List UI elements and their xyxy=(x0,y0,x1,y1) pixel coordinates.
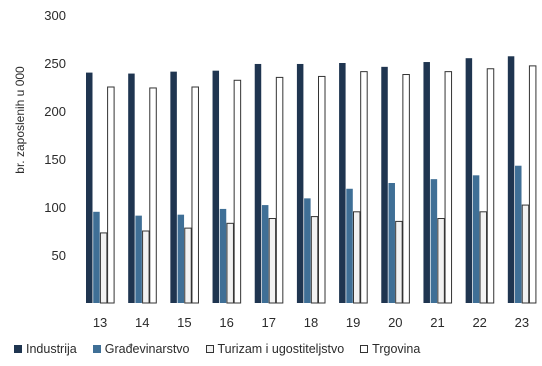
x-tick-label: 20 xyxy=(388,315,402,330)
bar-gra-evinarstvo-18 xyxy=(304,198,311,303)
bar-gra-evinarstvo-17 xyxy=(261,205,269,303)
x-tick-label: 15 xyxy=(177,315,191,330)
bar-turizam-i-ugostiteljstvo-13 xyxy=(99,232,108,304)
bar-gra-evinarstvo-13 xyxy=(93,211,100,303)
legend-swatch xyxy=(205,345,214,353)
legend-label: Turizam i ugostiteljstvo xyxy=(217,342,345,356)
bar-trgovina-23 xyxy=(528,65,537,304)
bar-industrija-16 xyxy=(212,70,220,304)
bar-trgovina-16 xyxy=(233,79,242,304)
bar-turizam-i-ugostiteljstvo-22 xyxy=(479,211,488,304)
legend-item: Industrija xyxy=(14,342,77,356)
bar-turizam-i-ugostiteljstvo-14 xyxy=(142,230,150,304)
bar-trgovina-14 xyxy=(149,87,157,304)
y-tick-label: 250 xyxy=(44,56,66,71)
legend-swatch xyxy=(92,345,101,353)
bar-gra-evinarstvo-23 xyxy=(515,165,522,303)
bar-trgovina-15 xyxy=(191,86,199,304)
x-tick-label: 16 xyxy=(219,315,233,330)
x-tick-label: 14 xyxy=(135,315,149,330)
bar-gra-evinarstvo-21 xyxy=(430,179,438,303)
bar-gra-evinarstvo-19 xyxy=(346,188,353,303)
bar-trgovina-21 xyxy=(444,71,453,304)
bar-gra-evinarstvo-15 xyxy=(177,214,185,303)
y-tick-label: 300 xyxy=(44,8,66,23)
bar-gra-evinarstvo-14 xyxy=(135,215,142,303)
bar-industrija-21 xyxy=(423,62,430,303)
bar-industrija-23 xyxy=(507,56,515,303)
legend: Industrija Građevinarstvo Turizam i ugosti… xyxy=(14,342,436,356)
bar-turizam-i-ugostiteljstvo-17 xyxy=(268,218,277,304)
x-tick-label: 18 xyxy=(304,315,318,330)
x-tick-label: 22 xyxy=(472,315,486,330)
legend-swatch xyxy=(14,345,22,353)
x-tick-label: 13 xyxy=(93,315,107,330)
bar-gra-evinarstvo-22 xyxy=(472,175,480,303)
bar-industrija-17 xyxy=(254,63,262,304)
bar-industrija-18 xyxy=(296,63,304,304)
x-tick-label: 23 xyxy=(515,315,529,330)
bar-trgovina-17 xyxy=(275,76,284,304)
bar-industrija-20 xyxy=(381,66,388,303)
legend-label: Građevinarstvo xyxy=(104,342,190,356)
legend-label: Industrija xyxy=(26,342,77,356)
bar-turizam-i-ugostiteljstvo-16 xyxy=(226,222,234,304)
y-tick-label: 50 xyxy=(52,248,66,263)
x-tick-label: 17 xyxy=(262,315,276,330)
bar-industrija-14 xyxy=(128,73,135,303)
bar-turizam-i-ugostiteljstvo-21 xyxy=(437,218,445,304)
bar-trgovina-22 xyxy=(486,68,495,304)
bar-turizam-i-ugostiteljstvo-20 xyxy=(395,220,403,304)
x-tick-label: 21 xyxy=(430,315,444,330)
bar-turizam-i-ugostiteljstvo-23 xyxy=(521,204,530,304)
y-tick-label: 200 xyxy=(44,104,66,119)
x-tick-label: 19 xyxy=(346,315,360,330)
bar-trgovina-13 xyxy=(107,86,115,304)
bar-gra-evinarstvo-20 xyxy=(388,183,395,303)
legend-label: Trgovina xyxy=(372,342,421,356)
bar-turizam-i-ugostiteljstvo-19 xyxy=(352,211,361,304)
legend-item: Turizam i ugostiteljstvo xyxy=(205,342,345,356)
bar-industrija-13 xyxy=(86,72,93,303)
bar-gra-evinarstvo-16 xyxy=(219,208,227,303)
y-axis-ticks: 50 100 150 200 250 300 xyxy=(44,8,66,263)
bar-chart: 50 100 150 200 250 300 13 14 15 16 17 18 19 20 21 22 23… xyxy=(13,8,537,330)
bar-trgovina-19 xyxy=(360,71,368,304)
y-axis-title: br. zaposlenih u 000 xyxy=(13,66,27,174)
legend-item: Građevinarstvo xyxy=(92,342,190,356)
bar-turizam-i-ugostiteljstvo-15 xyxy=(184,227,192,304)
bar-turizam-i-ugostiteljstvo-18 xyxy=(310,216,319,304)
bar-industrija-22 xyxy=(465,58,473,304)
bar-trgovina-18 xyxy=(318,75,326,304)
x-axis-ticks: 13 14 15 16 17 18 19 20 21 22 23 xyxy=(93,315,529,330)
bar-industrija-19 xyxy=(339,63,346,303)
legend-item: Trgovina xyxy=(360,342,420,356)
bar-trgovina-20 xyxy=(402,74,410,304)
bar-industrija-15 xyxy=(170,71,177,303)
y-tick-label: 150 xyxy=(44,152,66,167)
legend-swatch xyxy=(360,345,369,353)
y-tick-label: 100 xyxy=(44,200,66,215)
bars xyxy=(86,56,537,304)
